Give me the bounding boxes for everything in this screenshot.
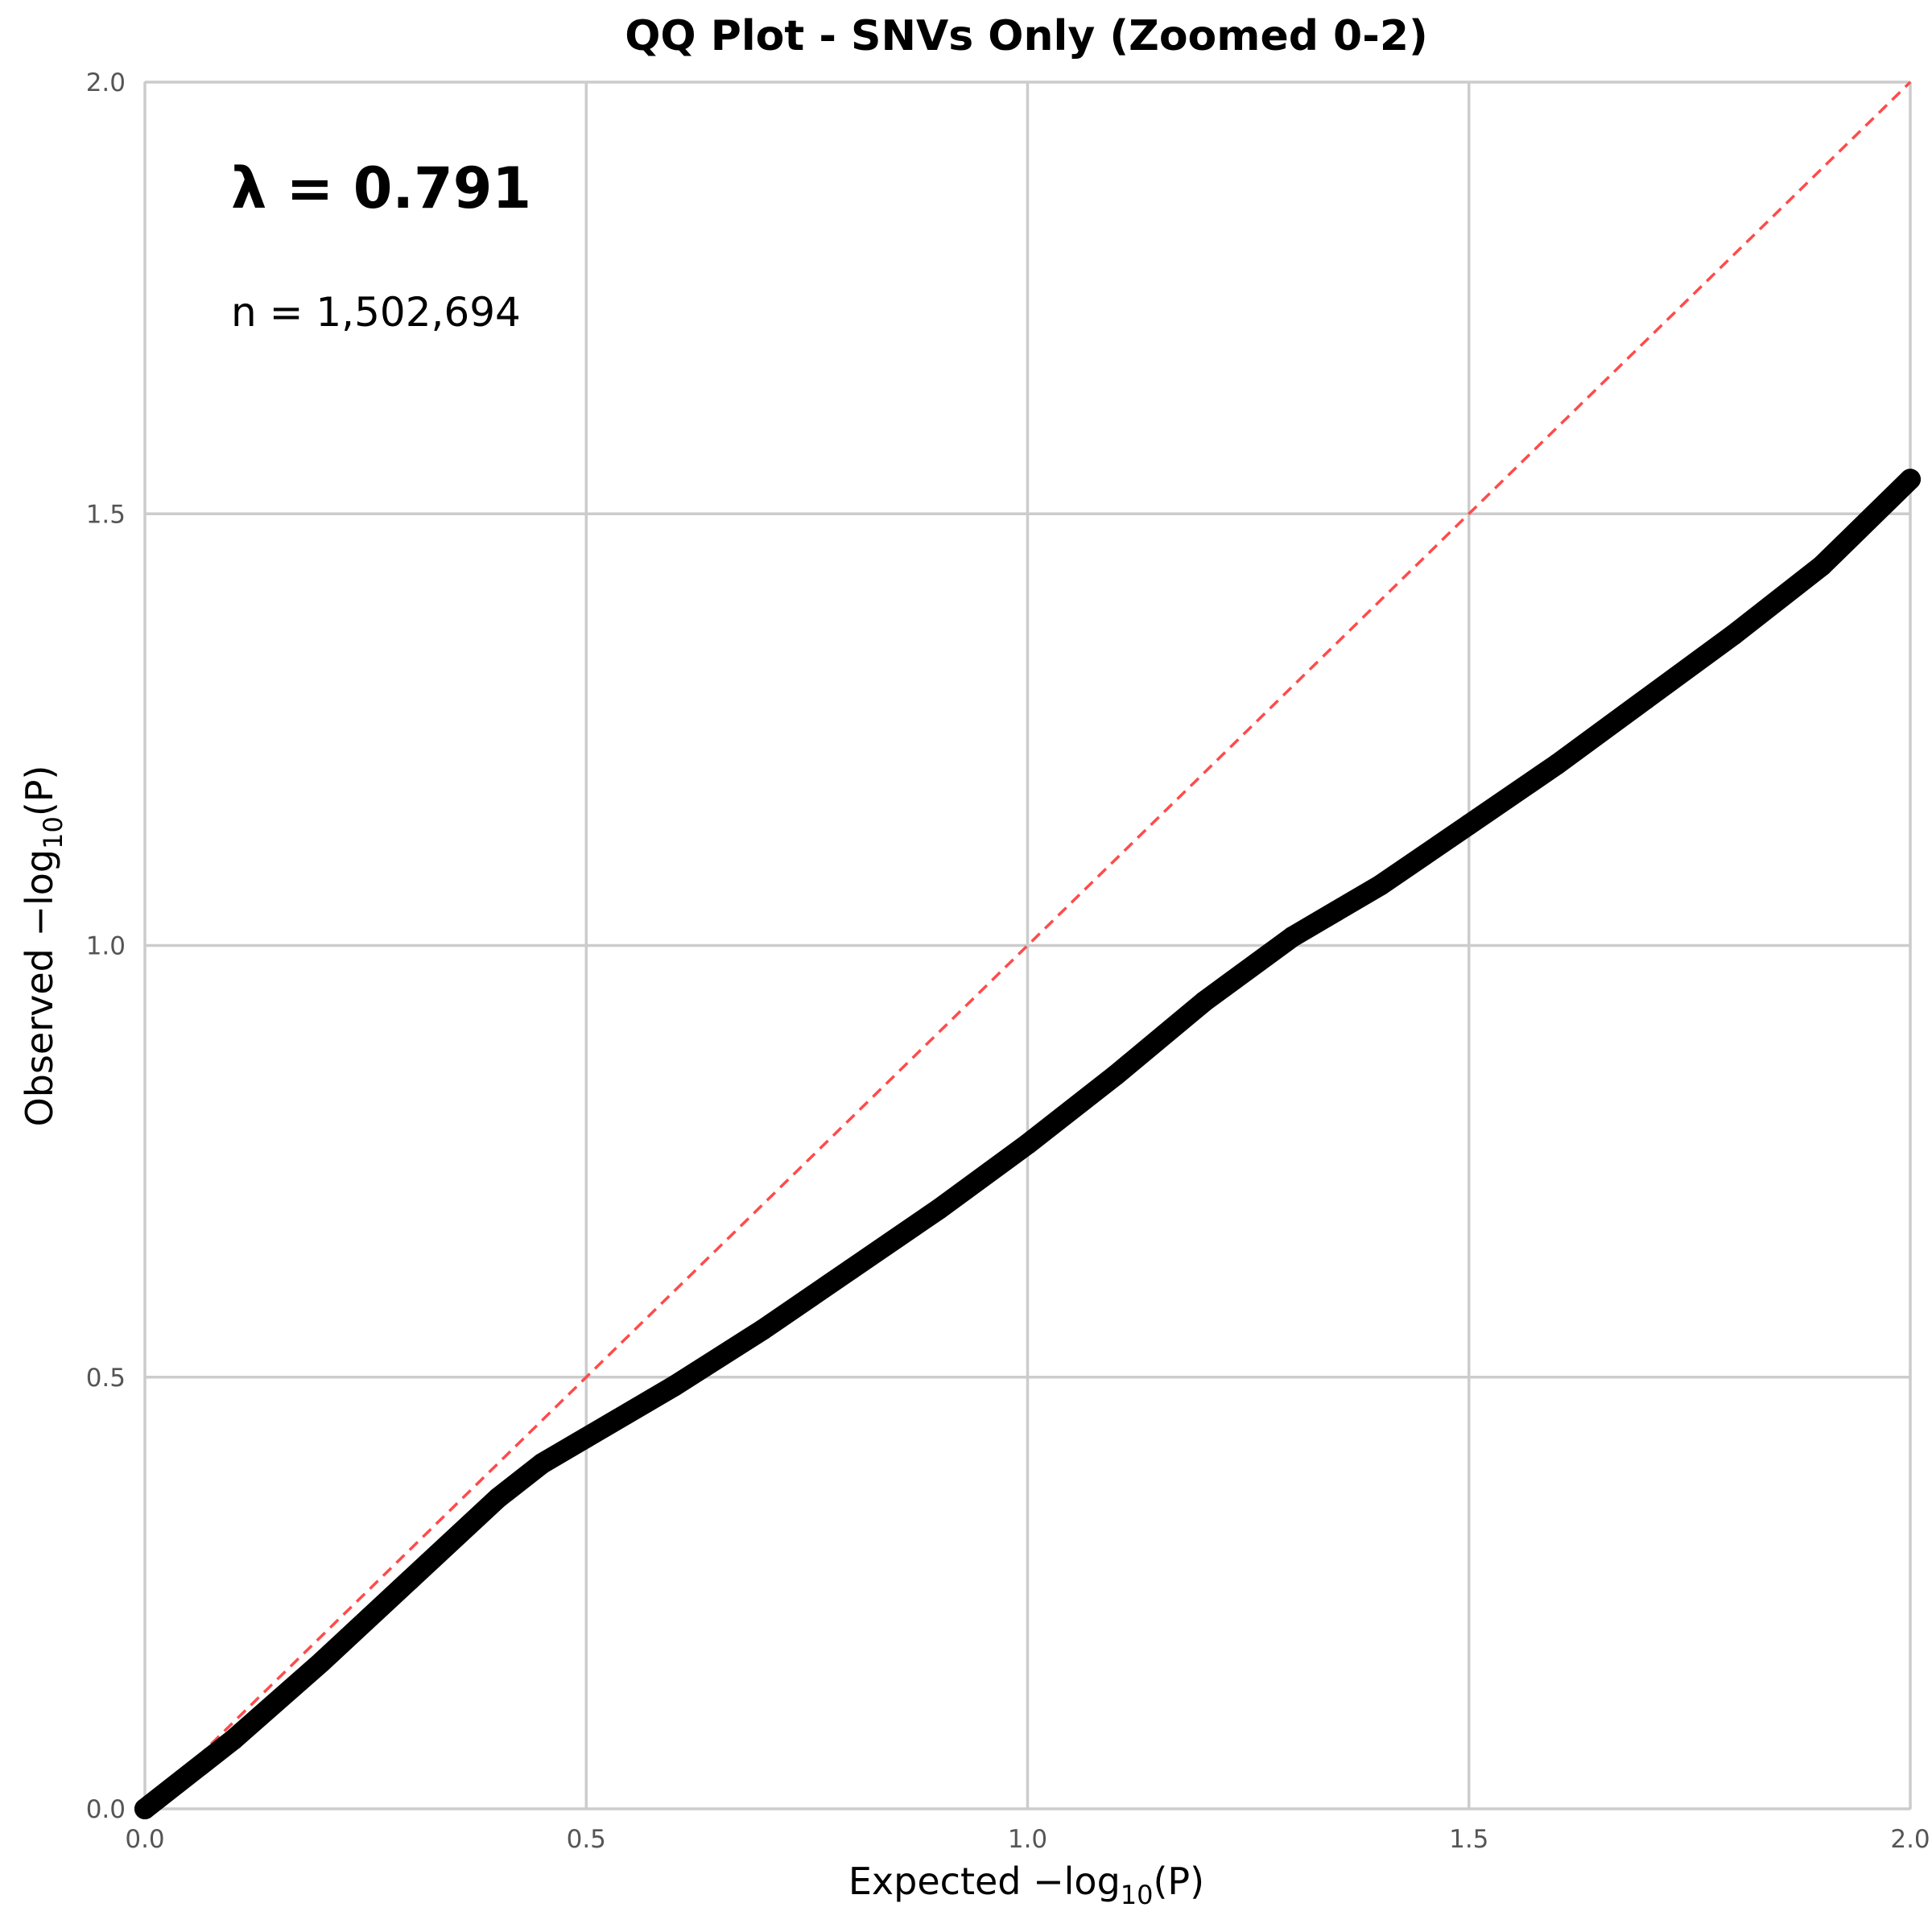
- plot-frame: [144, 81, 1911, 1810]
- x-tick-label: 1.0: [1008, 1825, 1047, 1854]
- y-axis-title: Observed −log10(P): [18, 766, 68, 1127]
- qq-point: [752, 1319, 774, 1340]
- reference-line: [143, 80, 1912, 1810]
- qq-point: [1105, 1064, 1127, 1086]
- qq-point: [1458, 814, 1480, 836]
- y-tick-label: 1.5: [86, 500, 126, 529]
- chart-title: QQ Plot - SNVs Only (Zoomed 0-2): [625, 12, 1428, 60]
- y-tick-label: 2.0: [86, 68, 126, 97]
- x-tick-label: 2.0: [1890, 1825, 1930, 1854]
- qq-point: [1282, 926, 1303, 947]
- x-tick-label: 1.5: [1449, 1825, 1488, 1854]
- y-tick-label: 0.5: [86, 1364, 126, 1393]
- tick-labels: 0.0 0.5 1.0 1.5 2.0 0.0 0.5 1.0 1.5 2.0: [86, 68, 1930, 1854]
- qq-point: [1811, 555, 1833, 576]
- n-annotation: n = 1,502,694: [231, 289, 521, 336]
- series-group: [134, 469, 1921, 1819]
- x-tick-label: 0.5: [567, 1825, 606, 1854]
- qq-point: [1900, 469, 1921, 490]
- qq-point: [311, 1651, 332, 1673]
- qq-point: [134, 1798, 155, 1819]
- qq-point: [1326, 900, 1348, 922]
- qq-point: [222, 1729, 244, 1751]
- qq-point: [1370, 874, 1392, 896]
- qq-point: [1546, 753, 1568, 775]
- y-tick-label: 1.0: [86, 932, 126, 961]
- qq-point: [576, 1426, 597, 1448]
- y-tick-label: 0.0: [86, 1795, 126, 1824]
- qq-point: [928, 1198, 950, 1220]
- x-tick-label: 0.0: [125, 1825, 164, 1854]
- qq-point: [840, 1258, 862, 1280]
- qq-point: [487, 1487, 509, 1509]
- reference-line-group: [143, 80, 1912, 1810]
- lambda-annotation: λ = 0.791: [231, 155, 531, 221]
- qq-point: [1017, 1133, 1038, 1155]
- qq-point: [1193, 991, 1215, 1013]
- qq-point: [531, 1453, 553, 1474]
- qq-point: [663, 1375, 685, 1397]
- qq-point: [1635, 688, 1657, 710]
- qq-point: [1723, 624, 1744, 646]
- qq-point: [398, 1569, 420, 1591]
- x-axis-title: Expected −log10(P): [848, 1860, 1204, 1910]
